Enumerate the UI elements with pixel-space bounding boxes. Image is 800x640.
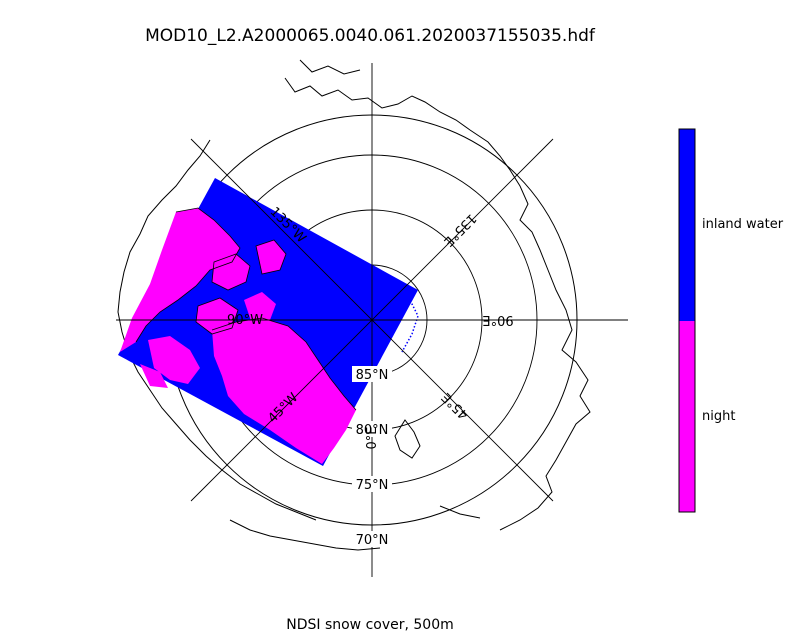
lon-label-45E: 45°E bbox=[439, 389, 472, 422]
colorbar-label-inland-water: inland water bbox=[702, 217, 784, 232]
lon-label-0E: 0°E bbox=[365, 427, 380, 450]
colorbar-segment-inland-water bbox=[679, 129, 695, 321]
map-caption: NDSI snow cover, 500m bbox=[286, 617, 454, 633]
colorbar-segment-night bbox=[679, 321, 695, 512]
colorbar-frame bbox=[678, 128, 696, 513]
meridians bbox=[116, 63, 628, 577]
colorbar bbox=[678, 128, 696, 513]
lat-label-70: 70°N bbox=[356, 533, 389, 548]
lat-label-75: 75°N bbox=[356, 478, 389, 493]
lat-label-80: 80°N bbox=[356, 423, 389, 438]
swath-night-greenland bbox=[212, 318, 356, 464]
map-title: MOD10_L2.A2000065.0040.061.2020037155035… bbox=[145, 26, 595, 46]
swath bbox=[118, 178, 419, 466]
lon-label-135E: 135°E bbox=[440, 210, 479, 249]
lon-label-90E: 90°E bbox=[482, 312, 513, 327]
swath-edge-dots bbox=[397, 287, 419, 353]
lon-label-90W: 90°W bbox=[227, 313, 263, 328]
swath-night-south bbox=[140, 336, 200, 388]
lat-label-85: 85°N bbox=[356, 368, 389, 383]
colorbar-label-night: night bbox=[702, 409, 736, 424]
lat-labels: 85°N 80°N 75°N 70°N bbox=[352, 366, 392, 548]
swath-night-west bbox=[120, 208, 240, 352]
swath-night-islands bbox=[196, 240, 286, 334]
